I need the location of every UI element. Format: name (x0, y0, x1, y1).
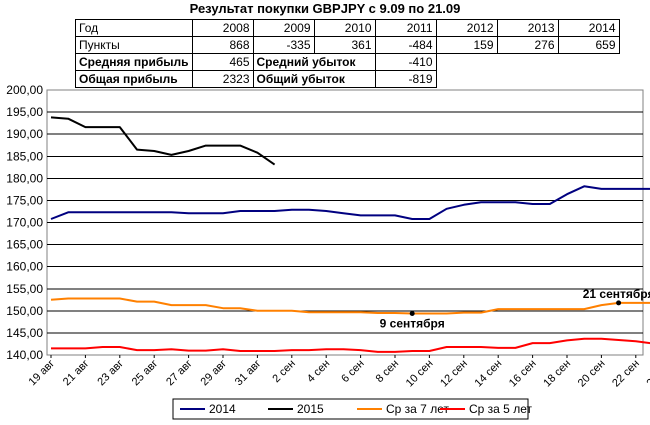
stats-row-years: Год 2008 2009 2010 2011 2012 2013 2014 (75, 19, 620, 37)
x-axis: 19 авг 21 авг 23 авг 25 авг 27 авг 29 авг 31 а… (27, 355, 650, 389)
y-tick-label: 185,00 (6, 149, 43, 163)
annotation-label: 21 сентября (583, 287, 650, 301)
chart-title: Результат покупки GBPJPY с 9.09 по 21.09 (189, 1, 461, 16)
annotation-marker (616, 300, 622, 306)
legend-label: Ср за 7 лет (386, 402, 449, 416)
total-profit-value: 2323 (191, 70, 254, 88)
legend-label: Ср за 5 лет (469, 402, 532, 416)
y-tick-label: 155,00 (6, 282, 43, 296)
x-tick-label: 21 авг (61, 358, 92, 389)
series-line (51, 337, 650, 353)
x-tick-label: 10 сен (404, 358, 436, 390)
annotations: 9 сентября 21 сентября (380, 287, 650, 331)
year-cell: 2012 (435, 19, 498, 37)
x-tick-label: 25 авг (130, 358, 161, 389)
total-loss-value: -819 (374, 70, 437, 88)
stats-row-total: Общая прибыль 2323 Общий убыток -819 (75, 70, 620, 88)
annotation-marker (409, 310, 415, 316)
legend-label: 2015 (297, 402, 324, 416)
points-cell: 659 (557, 36, 620, 54)
y-tick-label: 145,00 (6, 326, 43, 340)
series-lines (50, 116, 650, 353)
x-tick-label: 23 авг (95, 358, 126, 389)
y-tick-label: 175,00 (6, 193, 43, 207)
legend-label: 2014 (209, 402, 236, 416)
y-tick-label: 200,00 (6, 83, 43, 97)
x-tick-label: 14 сен (473, 358, 505, 390)
x-tick-label: 8 сен (374, 358, 401, 385)
series-line (50, 297, 650, 315)
x-tick-label: 27 авг (164, 358, 195, 389)
total-loss-label: Общий убыток (252, 70, 376, 88)
x-tick-label: 22 сен (610, 358, 642, 390)
y-tick-label: 180,00 (6, 171, 43, 185)
x-tick-label: 12 сен (438, 358, 470, 390)
gridlines (47, 111, 643, 334)
x-tick-label: 29 авг (199, 358, 230, 389)
y-tick-label: 190,00 (6, 127, 43, 141)
points-cell: 276 (496, 36, 559, 54)
x-tick-label: 31 авг (233, 358, 264, 389)
legend-box (172, 398, 529, 420)
y-tick-label: 140,00 (6, 348, 43, 362)
stats-table: Год 2008 2009 2010 2011 2012 2013 2014 П… (75, 19, 620, 88)
series-line (50, 185, 650, 220)
points-cell: 159 (435, 36, 498, 54)
year-cell: 2008 (191, 19, 254, 37)
x-tick-label: 18 сен (541, 358, 573, 390)
x-tick-label: 2 сен (270, 358, 297, 385)
y-axis: 140,00 145,00 150,00 155,00 160,00 165,00 170,… (6, 83, 43, 362)
x-tick-label: 19 авг (27, 358, 58, 389)
x-tick-label: 24 сен (645, 358, 650, 390)
y-tick-label: 170,00 (6, 216, 43, 230)
total-profit-label: Общая прибыль (75, 70, 193, 88)
y-tick-label: 165,00 (6, 238, 43, 252)
x-tick-label: 6 сен (339, 358, 366, 385)
avg-loss-value: -410 (374, 53, 437, 71)
x-tick-label: 4 сен (305, 358, 332, 385)
stats-row-avg: Средняя прибыль 465 Средний убыток -410 (75, 53, 620, 71)
series-line (50, 116, 276, 166)
stats-row-points: Пункты 868 -335 361 -484 159 276 659 (75, 36, 620, 54)
legend: 2014 2015 Ср за 7 лет Ср за 5 лет (180, 402, 532, 416)
x-tick-label: 20 сен (576, 358, 608, 390)
x-tick-label: 16 сен (507, 358, 539, 390)
y-tick-label: 160,00 (6, 260, 43, 274)
year-cell: 2014 (557, 19, 620, 37)
annotation-label: 9 сентября (380, 316, 445, 330)
y-tick-label: 150,00 (6, 304, 43, 318)
y-tick-label: 195,00 (6, 105, 43, 119)
